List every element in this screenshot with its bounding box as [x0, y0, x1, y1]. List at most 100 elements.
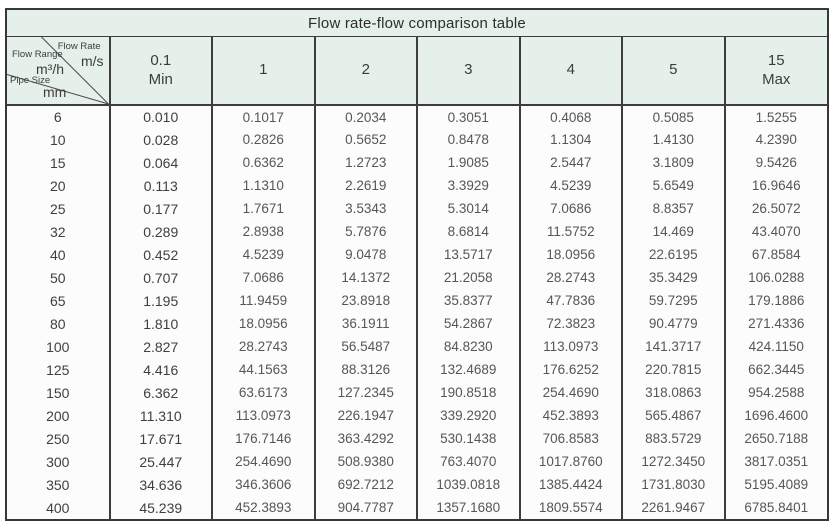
flow-value-cell: 14.1372: [313, 266, 417, 289]
flow-value-cell: 44.1563: [211, 358, 315, 381]
flow-value-cell: 14.469: [621, 220, 725, 243]
flow-value-cell: 1.9085: [416, 151, 520, 174]
flow-value-cell: 21.2058: [416, 266, 520, 289]
flow-value-cell: 1.5255: [723, 105, 827, 128]
flow-comparison-table: Flow rate-flow comparison table Flow Rat…: [5, 8, 829, 521]
flow-value-cell: 3.3929: [416, 174, 520, 197]
flow-value-cell: 0.177: [108, 197, 212, 220]
flow-value-cell: 530.1438: [416, 427, 520, 450]
flow-value-cell: 1039.0818: [416, 473, 520, 496]
flow-value-cell: 2650.7188: [723, 427, 827, 450]
flow-value-cell: 59.7295: [621, 289, 725, 312]
flow-value-cell: 90.4779: [621, 312, 725, 335]
column-header-2: 2: [313, 37, 417, 106]
flow-value-cell: 5195.4089: [723, 473, 827, 496]
flow-value-cell: 5.7876: [313, 220, 417, 243]
pipe-size-cell: 150: [46, 384, 70, 401]
table-row: 400 45.239 452.3893 904.7787 1357.1680 1809.5…: [7, 496, 827, 519]
table-row: 125 4.416 44.1563 88.3126 132.4689 176.6252 22…: [7, 358, 827, 381]
corner-header-cell: Flow Rate m/s Flow Range m³/h Pipe Size …: [7, 37, 110, 106]
pipe-size-cell: 50: [49, 269, 66, 286]
table-row: 250 17.671 176.7146 363.4292 530.1438 706.858…: [7, 427, 827, 450]
flow-value-cell: 1731.8030: [621, 473, 725, 496]
flow-value-cell: 7.0686: [211, 266, 315, 289]
flow-value-cell: 565.4867: [621, 404, 725, 427]
flow-value-cell: 2.827: [108, 335, 212, 358]
flow-value-cell: 132.4689: [416, 358, 520, 381]
flow-value-cell: 2.5447: [518, 151, 622, 174]
flow-value-cell: 72.3823: [518, 312, 622, 335]
flow-value-cell: 47.7836: [518, 289, 622, 312]
flow-value-cell: 54.2867: [416, 312, 520, 335]
flow-value-cell: 67.8584: [723, 243, 827, 266]
flow-range-unit: m³/h: [36, 61, 64, 77]
flow-value-cell: 0.010: [108, 105, 212, 128]
flow-value-cell: 0.3051: [416, 105, 520, 128]
flow-value-cell: 9.0478: [313, 243, 417, 266]
table-row: 25 0.177 1.7671 3.5343 5.3014 7.0686 8.8357 26.…: [7, 197, 827, 220]
flow-value-cell: 113.0973: [518, 335, 622, 358]
pipe-size-cell: 15: [49, 154, 66, 171]
flow-value-cell: 763.4070: [416, 450, 520, 473]
flow-value-cell: 452.3893: [518, 404, 622, 427]
column-header-5: 5: [621, 37, 725, 106]
flow-value-cell: 3.5343: [313, 197, 417, 220]
flow-value-cell: 176.7146: [211, 427, 315, 450]
pipe-size-cell: 80: [49, 315, 66, 332]
flow-value-cell: 34.636: [108, 473, 212, 496]
pipe-size-label: Pipe Size: [10, 74, 51, 86]
flow-value-cell: 35.8377: [416, 289, 520, 312]
flow-value-cell: 1.4130: [621, 128, 725, 151]
flow-rate-unit: m/s: [80, 53, 104, 69]
flow-value-cell: 0.5085: [621, 105, 725, 128]
flow-value-cell: 23.8918: [313, 289, 417, 312]
flow-value-cell: 1.2723: [313, 151, 417, 174]
pipe-size-cell: 400: [46, 499, 70, 516]
flow-value-cell: 45.239: [108, 496, 212, 519]
flow-value-cell: 9.5426: [723, 151, 827, 174]
flow-value-cell: 954.2588: [723, 381, 827, 404]
table-row: 100 2.827 28.2743 56.5487 84.8230 113.0973 141…: [7, 335, 827, 358]
flow-value-cell: 1809.5574: [518, 496, 622, 519]
flow-value-cell: 318.0863: [621, 381, 725, 404]
flow-value-cell: 508.9380: [313, 450, 417, 473]
flow-range-label: Flow Range: [12, 49, 63, 60]
flow-value-cell: 43.4070: [723, 220, 827, 243]
table-row: 80 1.810 18.0956 36.1911 54.2867 72.3823 90.47…: [7, 312, 827, 335]
flow-value-cell: 22.6195: [621, 243, 725, 266]
diagonal-divider-lines: [7, 37, 109, 104]
flow-value-cell: 346.3606: [211, 473, 315, 496]
flow-value-cell: 1017.8760: [518, 450, 622, 473]
table-row: 350 34.636 346.3606 692.7212 1039.0818 1385.4…: [7, 473, 827, 496]
flow-value-cell: 1.1310: [211, 174, 315, 197]
table-row: 65 1.195 11.9459 23.8918 35.8377 47.7836 59.72…: [7, 289, 827, 312]
flow-value-cell: 3.1809: [621, 151, 725, 174]
table-row: 40 0.452 4.5239 9.0478 13.5717 18.0956 22.6195…: [7, 243, 827, 266]
flow-value-cell: 254.4690: [518, 381, 622, 404]
flow-value-cell: 18.0956: [518, 243, 622, 266]
flow-value-cell: 6785.8401: [723, 496, 827, 519]
flow-value-cell: 17.671: [108, 427, 212, 450]
pipe-size-cell: 20: [49, 177, 66, 194]
flow-value-cell: 25.447: [108, 450, 212, 473]
flow-value-cell: 0.707: [108, 266, 212, 289]
flow-value-cell: 424.1150: [723, 335, 827, 358]
flow-rate-label: Flow Rate: [57, 41, 101, 52]
flow-value-cell: 28.2743: [211, 335, 315, 358]
flow-value-cell: 0.064: [108, 151, 212, 174]
flow-value-cell: 452.3893: [211, 496, 315, 519]
table-row: 10 0.028 0.2826 0.5652 0.8478 1.1304 1.4130 4.2…: [7, 128, 827, 151]
flow-value-cell: 0.5652: [313, 128, 417, 151]
flow-value-cell: 35.3429: [621, 266, 725, 289]
flow-value-cell: 4.416: [108, 358, 212, 381]
table-row: 6 0.010 0.1017 0.2034 0.3051 0.4068 0.5085 1.52…: [7, 105, 827, 128]
column-header-4: 4: [518, 37, 622, 106]
column-header-15: 15 Max: [723, 37, 827, 106]
flow-value-cell: 4.5239: [211, 243, 315, 266]
flow-value-cell: 692.7212: [313, 473, 417, 496]
flow-value-cell: 662.3445: [723, 358, 827, 381]
pipe-size-unit: mm: [43, 84, 67, 100]
flow-value-cell: 106.0288: [723, 266, 827, 289]
table-row: 50 0.707 7.0686 14.1372 21.2058 28.2743 35.342…: [7, 266, 827, 289]
flow-value-cell: 339.2920: [416, 404, 520, 427]
